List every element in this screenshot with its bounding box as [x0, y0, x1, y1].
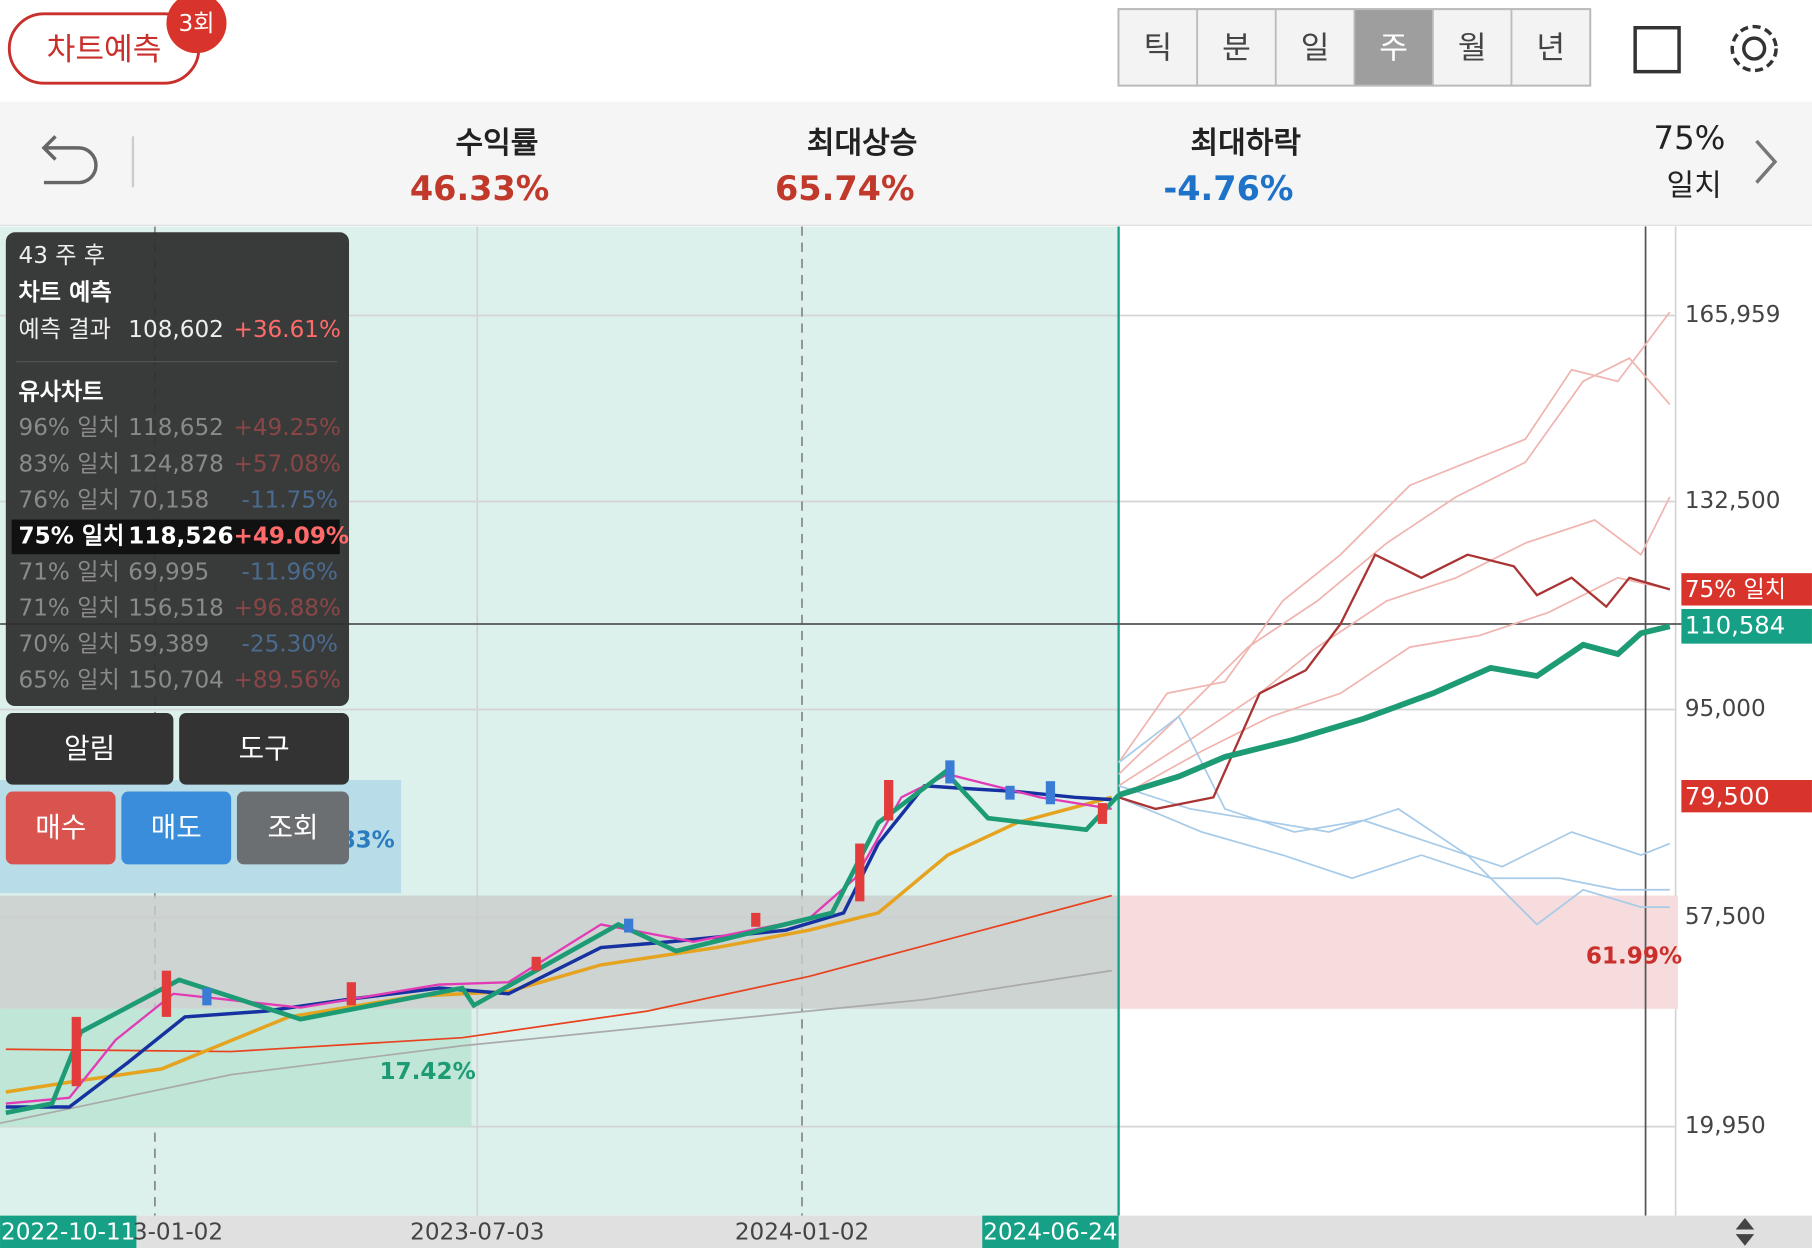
count: 3회	[179, 11, 215, 37]
row-change[interactable]: -11.75%	[242, 487, 338, 513]
row-change[interactable]: +57.08%	[233, 451, 340, 477]
zone-label: 61.99%	[1586, 943, 1682, 969]
button-label[interactable]: 알림	[64, 732, 115, 765]
button-label[interactable]: 도구	[239, 732, 290, 765]
row-price[interactable]: 156,518	[128, 595, 224, 621]
price-label: 19,950	[1685, 1113, 1766, 1139]
price-label: 57,500	[1685, 904, 1766, 930]
action-button[interactable]	[179, 712, 350, 785]
period-button[interactable]	[1510, 8, 1591, 87]
base-tag: 79,500	[1685, 781, 1770, 810]
stat-value: -4.76%	[1163, 169, 1293, 208]
row-match[interactable]: 83% 일치	[19, 451, 120, 477]
row-change[interactable]: +89.56%	[233, 668, 340, 694]
row-price[interactable]: 70,158	[128, 487, 209, 513]
match-tag: 75% 일치	[1685, 577, 1786, 603]
back-icon[interactable]	[41, 135, 98, 185]
row-price[interactable]: 118,526	[128, 523, 233, 549]
current-tag: 110,584	[1685, 610, 1785, 639]
result-label: 예측 결과	[19, 317, 111, 343]
date-highlight	[0, 1215, 137, 1248]
row-change[interactable]: +49.09%	[233, 523, 349, 549]
result-price: 108,602	[128, 317, 224, 343]
tip-title: 차트 예측	[19, 280, 112, 306]
row-price[interactable]: 150,704	[128, 668, 224, 694]
button-label[interactable]: 매수	[35, 811, 86, 844]
row-match[interactable]: 76% 일치	[19, 487, 120, 513]
price-label: 95,000	[1685, 696, 1766, 722]
row-price[interactable]: 69,995	[128, 559, 209, 585]
stat-label: 최대상승	[807, 126, 918, 161]
button-label[interactable]: 조회	[267, 811, 318, 844]
stat-value: 65.74%	[775, 169, 915, 208]
next-icon[interactable]	[1755, 139, 1778, 184]
row-price[interactable]: 124,878	[128, 451, 224, 477]
scroll-icon[interactable]	[1735, 1217, 1755, 1246]
row-price[interactable]: 59,389	[128, 632, 209, 658]
price-label: 132,500	[1685, 488, 1781, 514]
action-button[interactable]	[5, 712, 174, 785]
stat-label: 수익률	[455, 126, 538, 161]
row-change[interactable]: -25.30%	[242, 632, 338, 658]
date-label: 2022-10-11	[1, 1219, 135, 1245]
period-button[interactable]	[1196, 8, 1277, 87]
period-label: 틱	[1144, 31, 1173, 67]
period-button[interactable]	[1274, 8, 1356, 87]
result-change: +36.61%	[233, 317, 340, 343]
period-label: 분	[1222, 31, 1251, 67]
stat-label: 최대하락	[1190, 126, 1301, 161]
row-change[interactable]: +96.88%	[233, 595, 340, 621]
row-match[interactable]: 96% 일치	[19, 415, 120, 441]
match-label: 일치	[1666, 169, 1721, 204]
tip-header: 43 주 후	[19, 243, 106, 269]
row-price[interactable]: 118,652	[128, 415, 224, 441]
zone-label: 17.42%	[379, 1059, 475, 1085]
period-button[interactable]	[1353, 8, 1434, 87]
price-label: 165,959	[1685, 302, 1781, 328]
period-button[interactable]	[1117, 8, 1199, 87]
period-label: 일	[1301, 31, 1330, 67]
row-match[interactable]: 75% 일치	[19, 523, 125, 549]
stat-value: 46.33%	[410, 169, 550, 208]
similar-title: 유사차트	[19, 379, 104, 405]
date-highlight	[982, 1215, 1119, 1248]
row-highlight	[11, 519, 340, 555]
row-match[interactable]: 71% 일치	[19, 595, 120, 621]
row-change[interactable]: -11.96%	[242, 559, 338, 585]
date-label: 3-01-02	[133, 1219, 223, 1245]
button-label[interactable]: 매도	[151, 811, 202, 844]
fullscreen-icon[interactable]	[1633, 25, 1681, 74]
badge-text: 차트예측	[47, 32, 162, 68]
row-match[interactable]: 65% 일치	[19, 668, 120, 694]
date-label: 2024-06-24	[983, 1219, 1117, 1245]
action-button[interactable]	[236, 791, 350, 865]
match-value: 75%	[1654, 119, 1726, 157]
settings-icon[interactable]	[1730, 24, 1778, 73]
period-label: 년	[1536, 31, 1565, 67]
action-button[interactable]	[121, 791, 232, 865]
action-button[interactable]	[5, 791, 116, 865]
row-match[interactable]: 70% 일치	[19, 632, 120, 658]
row-change[interactable]: +49.25%	[233, 415, 340, 441]
row-match[interactable]: 71% 일치	[19, 559, 120, 585]
period-label: 주	[1379, 31, 1408, 67]
date-label: 2023-07-03	[410, 1219, 544, 1245]
period-label: 월	[1458, 31, 1487, 67]
date-label: 2024-01-02	[735, 1219, 869, 1245]
period-button[interactable]	[1432, 8, 1513, 87]
